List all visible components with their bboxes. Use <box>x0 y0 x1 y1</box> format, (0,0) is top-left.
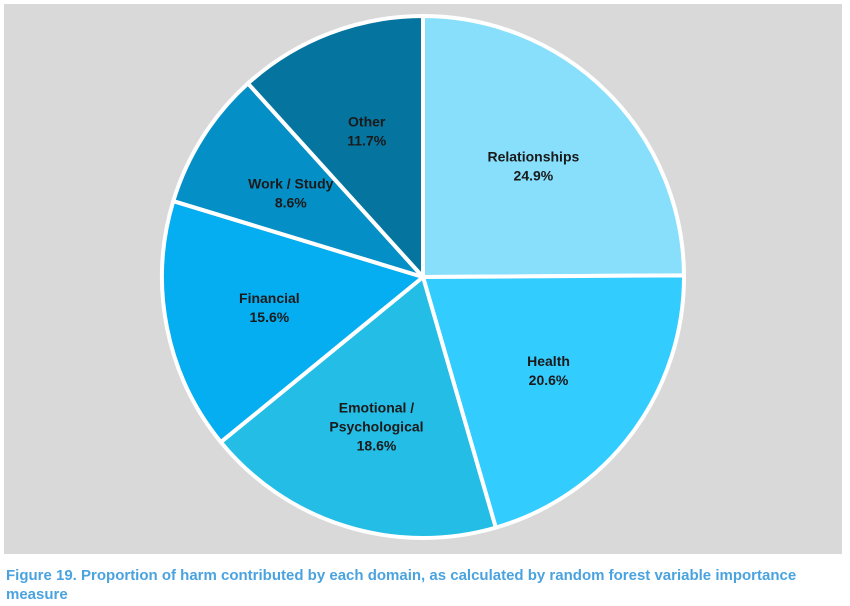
pie-chart: Relationships 24.9% Health 20.6% Emotional /… <box>160 14 686 540</box>
chart-plot-area: Relationships 24.9% Health 20.6% Emotional /… <box>4 4 842 554</box>
pie-label-financial: Financial 15.6% <box>239 290 300 325</box>
pie-category-label: Relationships <box>487 148 579 164</box>
pie-slice-other <box>245 14 425 279</box>
pie-value-label: 8.6% <box>275 195 307 211</box>
pie-label-work-study: Work / Study 8.6% <box>248 176 334 211</box>
pie-value-label: 24.9% <box>514 167 554 183</box>
pie-slice-financial <box>160 199 425 445</box>
pie-label-emotional-psychological: Emotional / Psychological 18.6% <box>329 400 423 454</box>
pie-value-label: 11.7% <box>347 132 386 148</box>
pie-slice-relationships <box>421 14 686 279</box>
pie-value-label: 15.6% <box>250 309 290 325</box>
pie-label-health: Health 20.6% <box>527 353 570 388</box>
pie-slice-work-study <box>171 81 425 279</box>
pie-value-label: 20.6% <box>529 372 569 388</box>
pie-label-other: Other 11.7% <box>347 113 386 148</box>
pie-value-label: 18.6% <box>357 438 397 454</box>
pie-category-label: Emotional / <box>339 400 415 416</box>
figure-caption: Figure 19. Proportion of harm contribute… <box>6 567 797 603</box>
pie-slice-emotional-psychological <box>218 275 498 540</box>
pie-category-label: Psychological <box>329 419 423 435</box>
pie-category-label: Health <box>527 353 570 369</box>
pie-category-label: Work / Study <box>248 176 334 192</box>
pie-category-label: Financial <box>239 290 300 306</box>
pie-category-label: Other <box>348 113 386 129</box>
pie-label-relationships: Relationships 24.9% <box>487 148 579 183</box>
pie-slice-health <box>421 273 686 530</box>
